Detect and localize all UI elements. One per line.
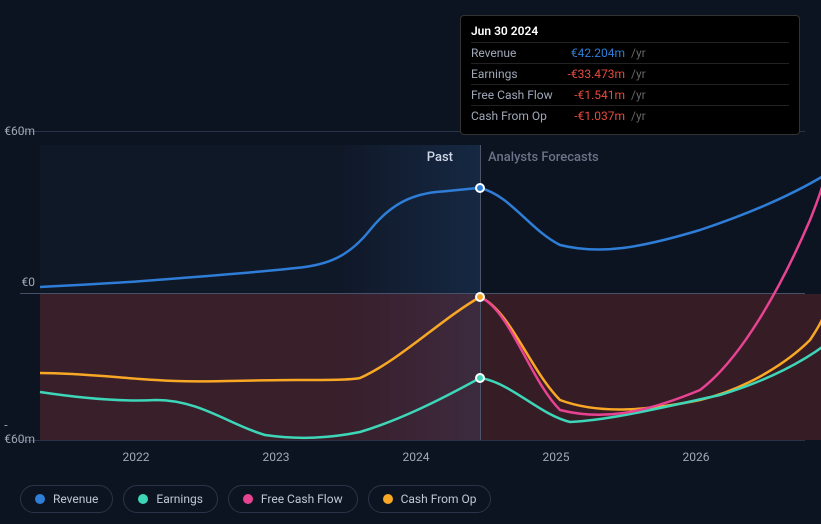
chart-legend: Revenue Earnings Free Cash Flow Cash From O… xyxy=(20,485,491,513)
tooltip-date: Jun 30 2024 xyxy=(471,24,789,38)
legend-item-label: Cash From Op xyxy=(401,492,477,506)
x-axis-label: 2022 xyxy=(123,450,150,464)
x-axis-label: 2023 xyxy=(263,450,290,464)
data-marker xyxy=(475,373,485,383)
tooltip-row: Free Cash Flow-€1.541m/yr xyxy=(471,84,789,105)
tooltip-row: Cash From Op-€1.037m/yr xyxy=(471,105,789,126)
y-axis-label: €60m xyxy=(4,124,35,138)
earnings-line xyxy=(40,345,821,438)
x-axis-label: 2024 xyxy=(403,450,430,464)
legend-item-label: Free Cash Flow xyxy=(261,492,343,506)
tooltip-row-label: Earnings xyxy=(471,67,566,81)
legend-item-cfo[interactable]: Cash From Op xyxy=(368,485,492,513)
tooltip-row-label: Cash From Op xyxy=(471,109,566,123)
tooltip-row-unit: /yr xyxy=(631,46,646,60)
tooltip-row-value: -€33.473m xyxy=(566,67,631,81)
tooltip-row: Earnings-€33.473m/yr xyxy=(471,63,789,84)
tooltip-row: Revenue€42.204m/yr xyxy=(471,42,789,63)
tooltip-row-label: Free Cash Flow xyxy=(471,88,566,102)
revenue-line xyxy=(40,175,821,287)
legend-dot-icon xyxy=(138,494,148,504)
tooltip-row-value: €42.204m xyxy=(566,46,631,60)
data-marker xyxy=(475,292,485,302)
legend-dot-icon xyxy=(35,494,45,504)
tooltip-row-unit: /yr xyxy=(631,109,646,123)
legend-dot-icon xyxy=(383,494,393,504)
legend-item-fcf[interactable]: Free Cash Flow xyxy=(228,485,358,513)
tooltip-row-unit: /yr xyxy=(631,67,646,81)
legend-item-label: Revenue xyxy=(53,492,98,506)
data-marker xyxy=(475,183,485,193)
tooltip-row-value: -€1.037m xyxy=(566,109,631,123)
y-axis-label: €0 xyxy=(22,275,36,289)
legend-item-label: Earnings xyxy=(156,492,203,506)
tooltip-row-unit: /yr xyxy=(631,88,646,102)
x-axis-label: 2026 xyxy=(683,450,710,464)
cfo-line xyxy=(40,297,821,409)
legend-dot-icon xyxy=(243,494,253,504)
tooltip-row-value: -€1.541m xyxy=(566,88,631,102)
y-axis-label: -€60m xyxy=(4,418,35,446)
tooltip-row-label: Revenue xyxy=(471,46,566,60)
legend-item-earnings[interactable]: Earnings xyxy=(123,485,218,513)
data-tooltip: Jun 30 2024 Revenue€42.204m/yrEarnings-€… xyxy=(460,15,800,135)
fcf-line xyxy=(480,173,821,415)
x-axis-label: 2025 xyxy=(543,450,570,464)
legend-item-revenue[interactable]: Revenue xyxy=(20,485,113,513)
